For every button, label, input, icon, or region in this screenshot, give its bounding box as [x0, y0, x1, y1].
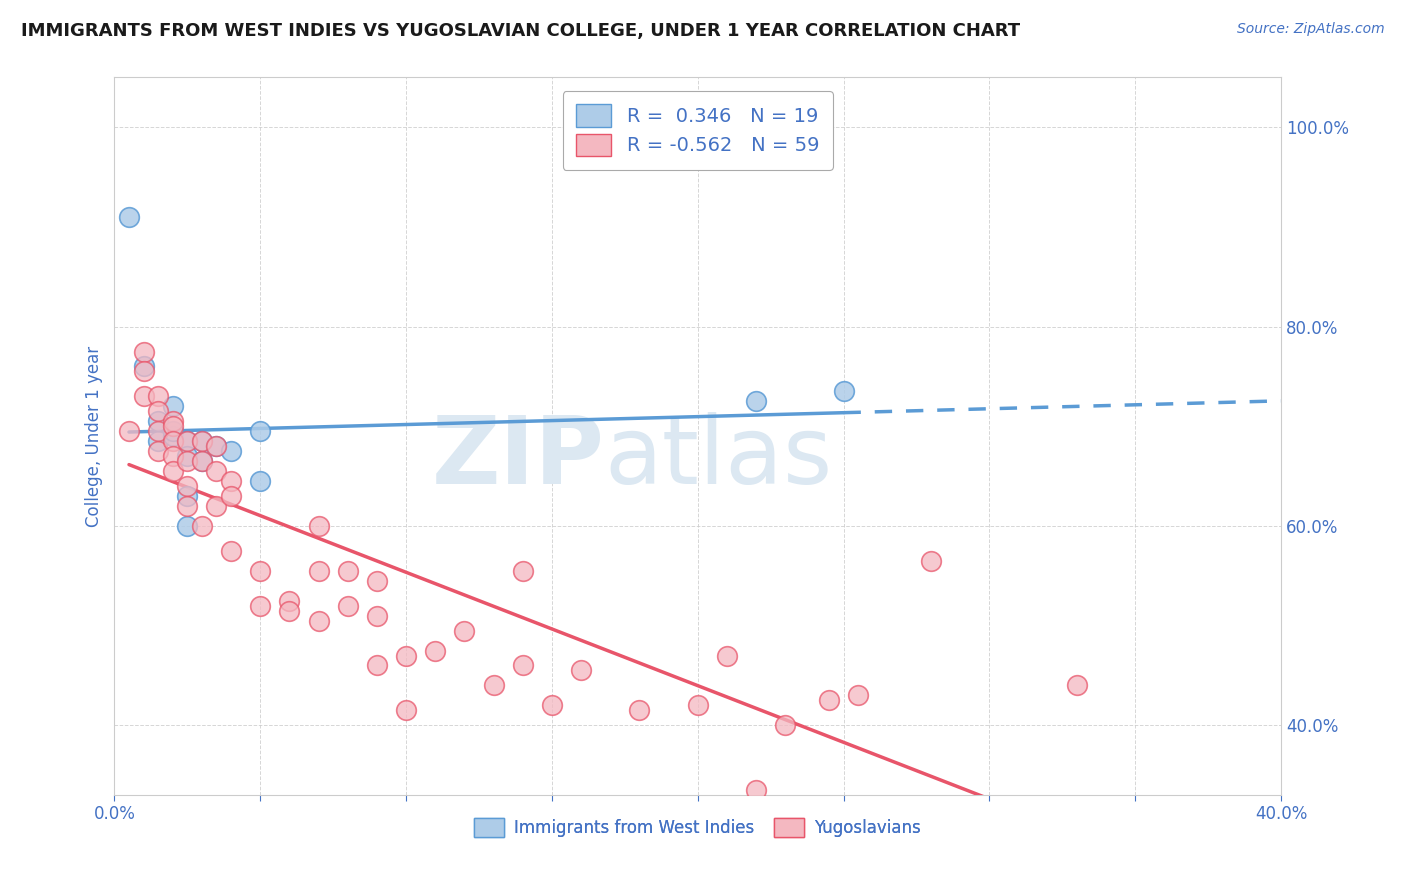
- Point: [176, 449, 198, 463]
- Point: [176, 434, 198, 449]
- Point: [176, 434, 198, 449]
- Point: [162, 400, 184, 414]
- Point: [395, 648, 418, 663]
- Point: [482, 678, 505, 692]
- Point: [249, 474, 271, 488]
- Point: [249, 599, 271, 613]
- Point: [146, 404, 169, 418]
- Point: [205, 439, 228, 453]
- Point: [219, 489, 242, 503]
- Point: [716, 648, 738, 663]
- Point: [541, 698, 564, 713]
- Point: [219, 444, 242, 458]
- Text: Source: ZipAtlas.com: Source: ZipAtlas.com: [1237, 22, 1385, 37]
- Point: [308, 519, 330, 533]
- Point: [832, 384, 855, 399]
- Point: [191, 519, 214, 533]
- Point: [132, 364, 155, 378]
- Legend: Immigrants from West Indies, Yugoslavians: Immigrants from West Indies, Yugoslavian…: [468, 812, 928, 844]
- Point: [162, 424, 184, 438]
- Point: [686, 698, 709, 713]
- Point: [1066, 678, 1088, 692]
- Point: [336, 599, 359, 613]
- Point: [118, 424, 141, 438]
- Point: [176, 499, 198, 513]
- Point: [425, 643, 447, 657]
- Point: [773, 718, 796, 732]
- Point: [569, 664, 592, 678]
- Point: [146, 434, 169, 449]
- Text: IMMIGRANTS FROM WEST INDIES VS YUGOSLAVIAN COLLEGE, UNDER 1 YEAR CORRELATION CHA: IMMIGRANTS FROM WEST INDIES VS YUGOSLAVI…: [21, 22, 1021, 40]
- Point: [920, 828, 942, 842]
- Point: [278, 593, 301, 607]
- Point: [191, 434, 214, 449]
- Point: [249, 424, 271, 438]
- Point: [308, 614, 330, 628]
- Point: [920, 554, 942, 568]
- Point: [162, 429, 184, 443]
- Point: [512, 564, 534, 578]
- Point: [818, 693, 841, 707]
- Point: [745, 394, 768, 409]
- Point: [162, 464, 184, 478]
- Point: [132, 359, 155, 374]
- Point: [219, 544, 242, 558]
- Point: [162, 449, 184, 463]
- Point: [249, 564, 271, 578]
- Point: [146, 414, 169, 428]
- Point: [453, 624, 475, 638]
- Point: [205, 464, 228, 478]
- Point: [191, 434, 214, 449]
- Text: atlas: atlas: [605, 412, 832, 504]
- Point: [366, 574, 388, 588]
- Point: [118, 210, 141, 224]
- Point: [745, 783, 768, 797]
- Point: [132, 389, 155, 403]
- Point: [162, 414, 184, 428]
- Point: [146, 424, 169, 438]
- Y-axis label: College, Under 1 year: College, Under 1 year: [86, 346, 103, 527]
- Point: [162, 419, 184, 434]
- Point: [176, 489, 198, 503]
- Point: [146, 444, 169, 458]
- Point: [132, 344, 155, 359]
- Point: [176, 479, 198, 493]
- Point: [395, 703, 418, 717]
- Point: [846, 689, 869, 703]
- Point: [366, 608, 388, 623]
- Point: [278, 604, 301, 618]
- Point: [176, 454, 198, 468]
- Point: [191, 454, 214, 468]
- Text: ZIP: ZIP: [432, 412, 605, 504]
- Point: [176, 519, 198, 533]
- Point: [308, 564, 330, 578]
- Point: [205, 439, 228, 453]
- Point: [512, 658, 534, 673]
- Point: [336, 564, 359, 578]
- Point: [366, 658, 388, 673]
- Point: [205, 499, 228, 513]
- Point: [191, 454, 214, 468]
- Point: [162, 434, 184, 449]
- Point: [628, 703, 651, 717]
- Point: [219, 474, 242, 488]
- Point: [146, 389, 169, 403]
